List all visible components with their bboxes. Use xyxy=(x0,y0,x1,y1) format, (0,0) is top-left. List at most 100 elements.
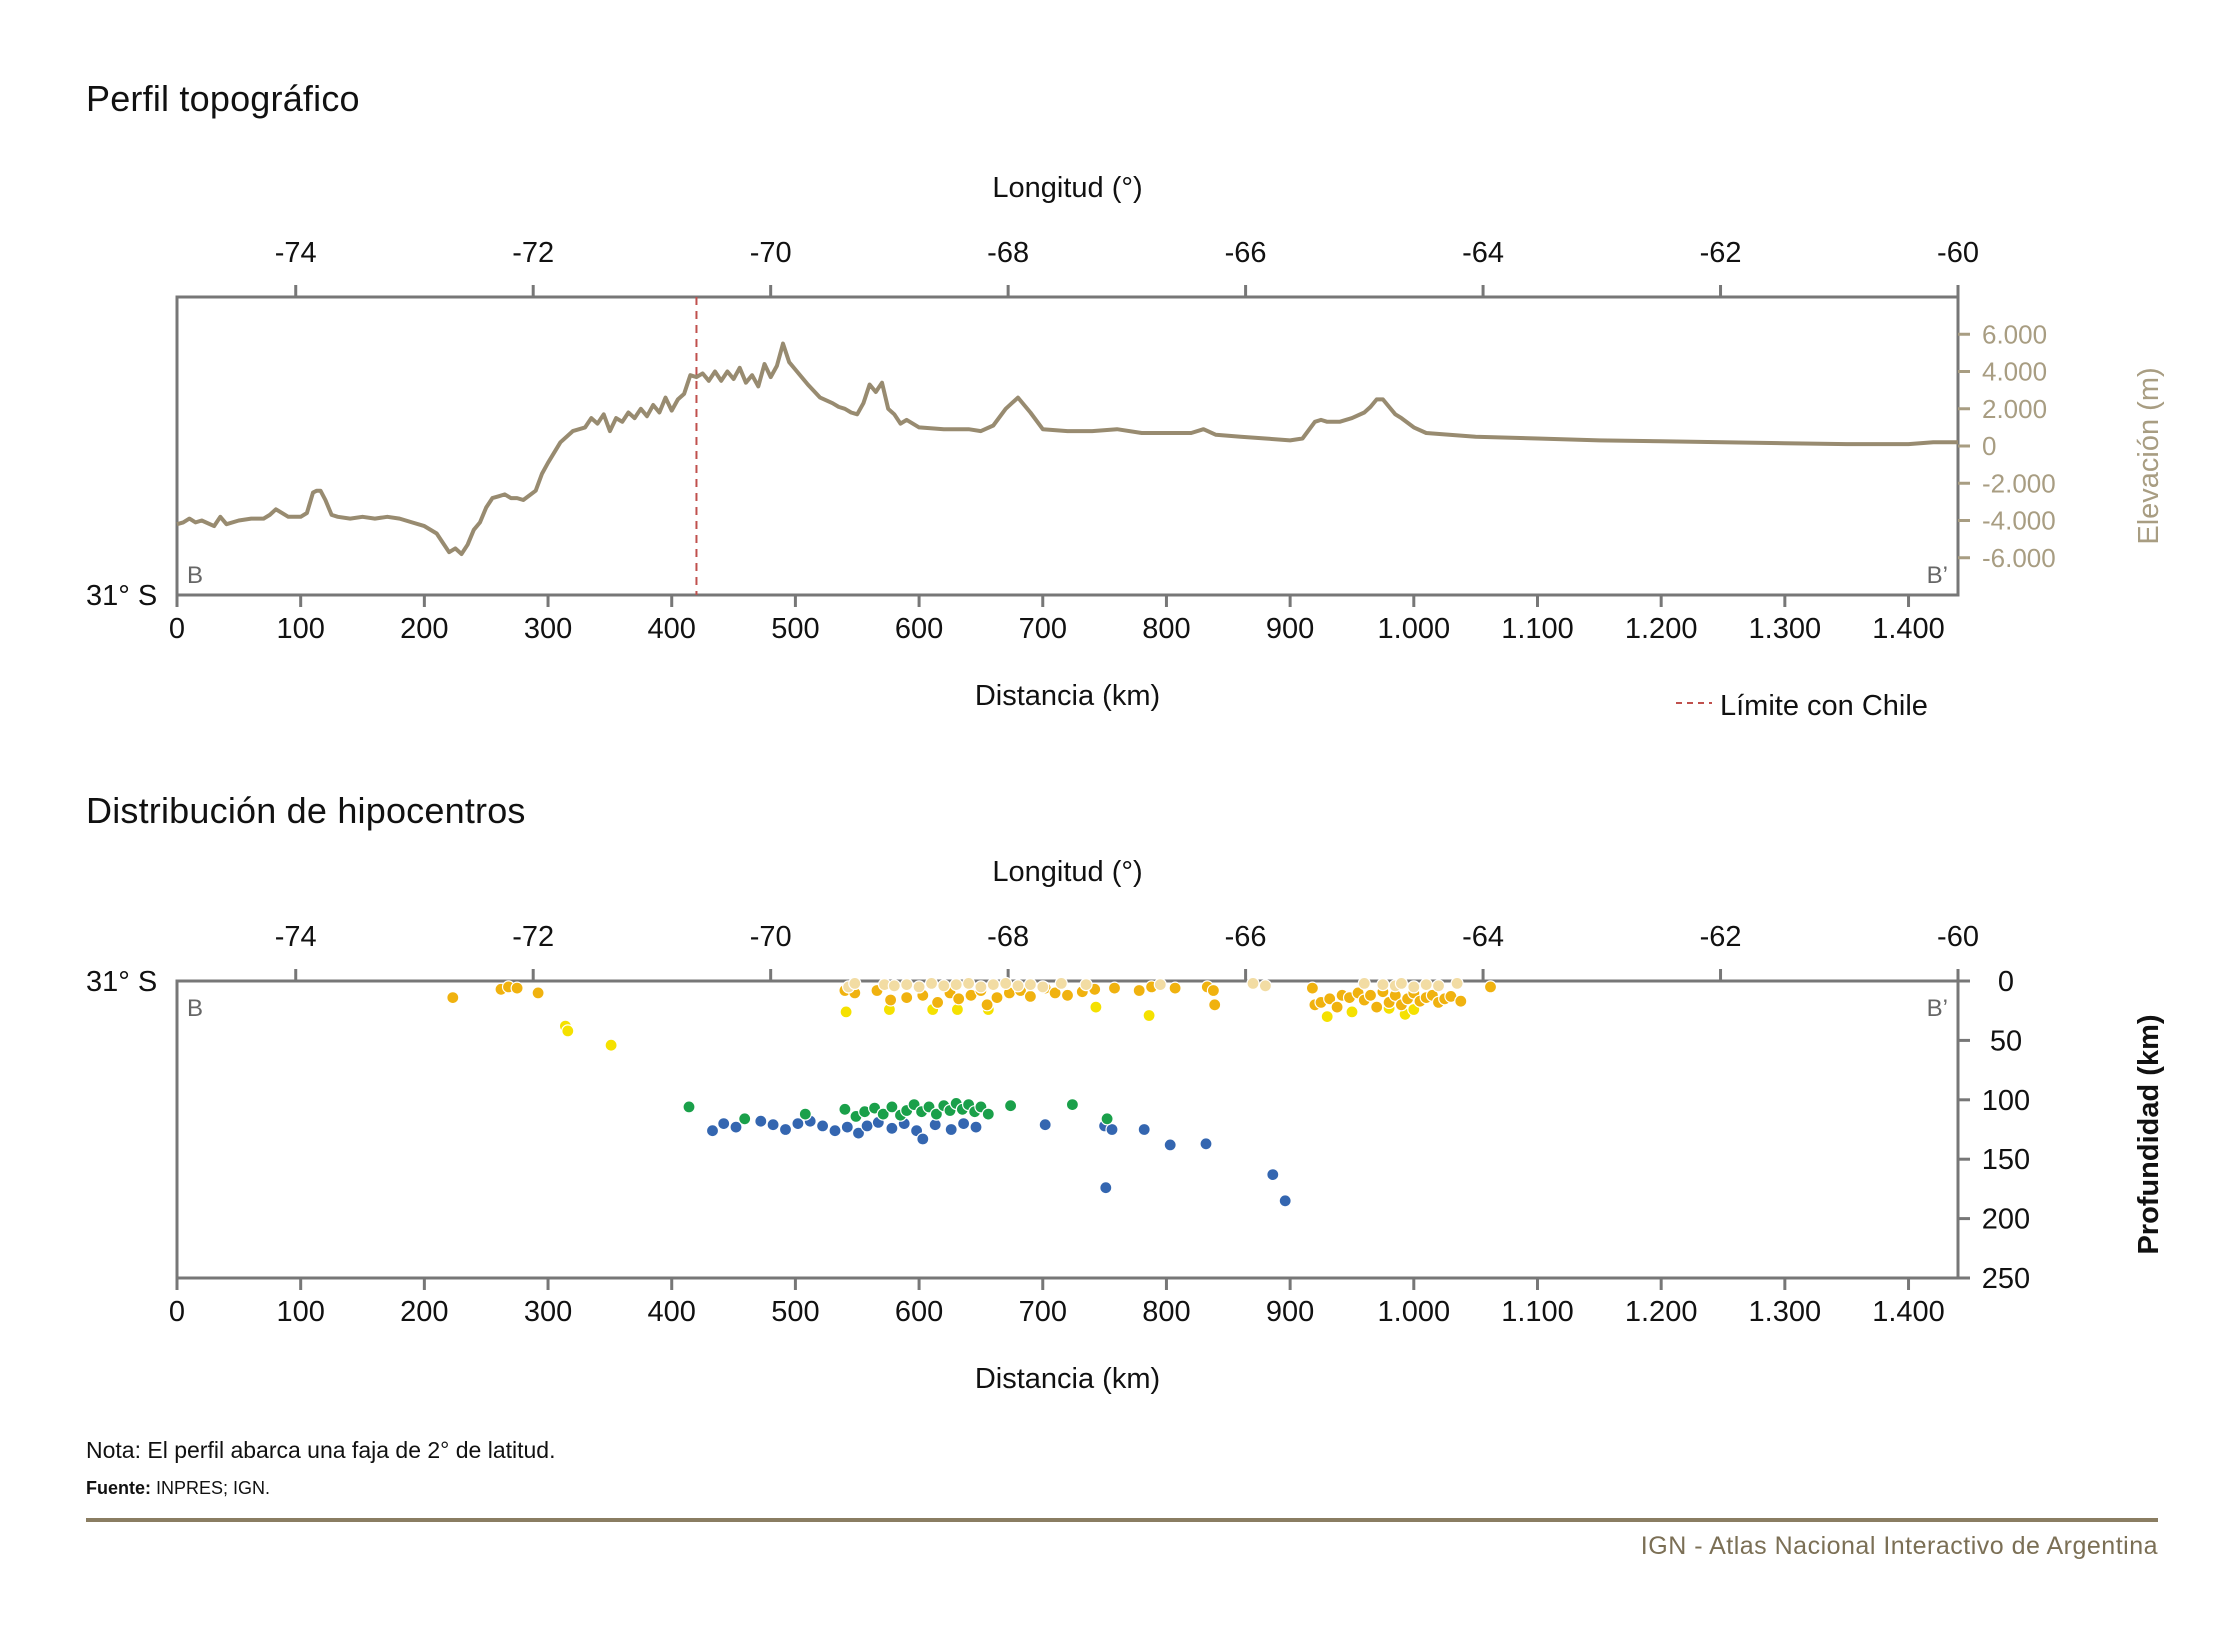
latitude-label: 31° S xyxy=(86,966,157,998)
topographic-profile-chart: 0 100 200 300 400 500 600 700 800 900 1.000 1.100 1.… xyxy=(86,172,2165,722)
longitude-tick-label: -72 xyxy=(512,921,554,953)
hypocenter-point xyxy=(766,1118,780,1132)
hypocenter-point xyxy=(738,1112,752,1126)
longitude-tick-label: -64 xyxy=(1462,237,1504,269)
hypocenter-point xyxy=(1323,992,1337,1006)
x-tick-label: 1.000 xyxy=(1378,613,1451,645)
hypocenter-point xyxy=(1431,979,1446,993)
longitude-tick-label: -70 xyxy=(750,237,792,269)
hypocenter-point xyxy=(1278,1194,1292,1208)
hypocenter-point xyxy=(604,1038,618,1052)
y-tick-label: 2.000 xyxy=(1982,394,2047,424)
hypocenter-point xyxy=(1100,1112,1114,1126)
hypocenter-point xyxy=(1036,980,1050,994)
hypocenter-point xyxy=(956,1117,971,1131)
hypocenter-point xyxy=(1258,979,1273,993)
hypocenter-section-title: Distribución de hipocentros xyxy=(86,790,526,831)
profile-start-label-b: B xyxy=(187,562,203,589)
x-tick-label: 600 xyxy=(895,613,943,645)
x-tick-label: 1.200 xyxy=(1625,1296,1698,1328)
x-tick-label: 100 xyxy=(276,613,324,645)
x-tick-label: 1.300 xyxy=(1749,613,1822,645)
hypocenter-point xyxy=(798,1107,812,1121)
hypocenter-point xyxy=(900,978,914,992)
hypocenter-point xyxy=(561,1024,575,1038)
hypocenter-point xyxy=(1137,1122,1151,1137)
y-tick-label: 50 xyxy=(1990,1025,2022,1057)
hypocenter-point xyxy=(1023,989,1038,1003)
legend-chile-label: Límite con Chile xyxy=(1720,690,1928,722)
hypocenter-point xyxy=(912,980,926,994)
hypocenter-point xyxy=(860,1119,874,1133)
source-text: Fuente: INPRES; IGN. xyxy=(86,1478,270,1499)
y-tick-label: 4.000 xyxy=(1982,357,2047,387)
hypocenter-point xyxy=(1105,1122,1119,1137)
hypocenter-point xyxy=(980,998,994,1012)
hypocenter-point xyxy=(961,976,976,990)
longitude-tick-label: -74 xyxy=(275,921,317,953)
y-tick-label: -6.000 xyxy=(1982,543,2056,573)
hypocenter-point xyxy=(446,991,460,1005)
hypocenter-point xyxy=(1054,976,1068,990)
hypocenter-point xyxy=(717,1117,731,1131)
x-tick-label: 600 xyxy=(895,1296,943,1328)
hypocenter-point xyxy=(924,976,939,990)
hypocenter-point xyxy=(1407,980,1421,994)
hypocenter-point xyxy=(510,981,524,995)
x-tick-label: 500 xyxy=(771,1296,819,1328)
elevation-profile-line xyxy=(176,341,1958,556)
x-tick-label: 1.100 xyxy=(1501,613,1574,645)
hypocenter-point xyxy=(937,979,951,993)
longitude-tick-label: -68 xyxy=(987,921,1029,953)
hypocenter-point xyxy=(876,1107,890,1121)
hypocenter-point xyxy=(930,995,945,1009)
hypocenter-point xyxy=(1357,976,1371,990)
hypocenter-point xyxy=(840,1120,854,1134)
x-tick-label: 200 xyxy=(400,1296,448,1328)
hypocenter-point xyxy=(1099,1181,1113,1195)
y-tick-label: -4.000 xyxy=(1982,506,2056,536)
y-axis-title: Profundidad (km) xyxy=(2133,1014,2165,1254)
hypocenter-point xyxy=(950,1002,965,1017)
longitude-tick-label: -68 xyxy=(987,237,1029,269)
hypocenter-point xyxy=(1376,978,1390,992)
y-tick-label: -2.000 xyxy=(1982,468,2056,498)
hypocenter-point xyxy=(1142,1008,1156,1023)
y-tick-label: 250 xyxy=(1982,1263,2030,1295)
hypocenter-point xyxy=(1065,1098,1080,1112)
longitude-tick-label: -66 xyxy=(1225,237,1267,269)
hypocenter-point xyxy=(1023,978,1038,992)
hypocenter-point xyxy=(682,1100,696,1114)
profile-end-label-b-prime: B’ xyxy=(1927,995,1948,1022)
longitude-axis-title: Longitud (°) xyxy=(992,856,1142,888)
y-tick-label: 6.000 xyxy=(1982,319,2047,349)
latitude-label: 31° S xyxy=(86,580,157,612)
hypocenter-point xyxy=(791,1117,805,1131)
hypocenter-point xyxy=(839,1005,853,1019)
hypocenter-point xyxy=(1394,976,1409,990)
x-tick-label: 700 xyxy=(1019,613,1067,645)
x-tick-label: 0 xyxy=(169,1296,185,1328)
hypocenter-point xyxy=(949,978,963,992)
x-tick-label: 700 xyxy=(1019,1296,1067,1328)
y-tick-label: 100 xyxy=(1982,1085,2030,1117)
x-tick-label: 800 xyxy=(1142,1296,1190,1328)
x-tick-label: 1.100 xyxy=(1501,1296,1574,1328)
x-tick-label: 200 xyxy=(400,613,448,645)
hypocenter-distribution-chart: 0 100 200 300 400 500 600 700 800 900 1.000 1.100 1.… xyxy=(86,856,2165,1395)
hypocenter-point xyxy=(1060,988,1075,1002)
hypocenter-point xyxy=(838,1102,852,1116)
y-tick-label: 0 xyxy=(1982,431,1996,461)
profile-start-label-b: B xyxy=(187,995,203,1022)
profile-end-label-b-prime: B’ xyxy=(1927,562,1948,589)
hypocenter-point xyxy=(1107,981,1122,995)
x-tick-label: 1.400 xyxy=(1872,613,1945,645)
x-tick-label: 900 xyxy=(1266,1296,1314,1328)
x-tick-label: 500 xyxy=(771,613,819,645)
y-axis-title: Elevación (m) xyxy=(2133,367,2165,544)
plot-frame xyxy=(175,979,1960,1280)
hypocenter-point xyxy=(999,976,1013,990)
longitude-tick-label: -62 xyxy=(1700,921,1742,953)
hypocenter-point xyxy=(1132,983,1146,998)
hypocenter-point xyxy=(1153,978,1167,992)
